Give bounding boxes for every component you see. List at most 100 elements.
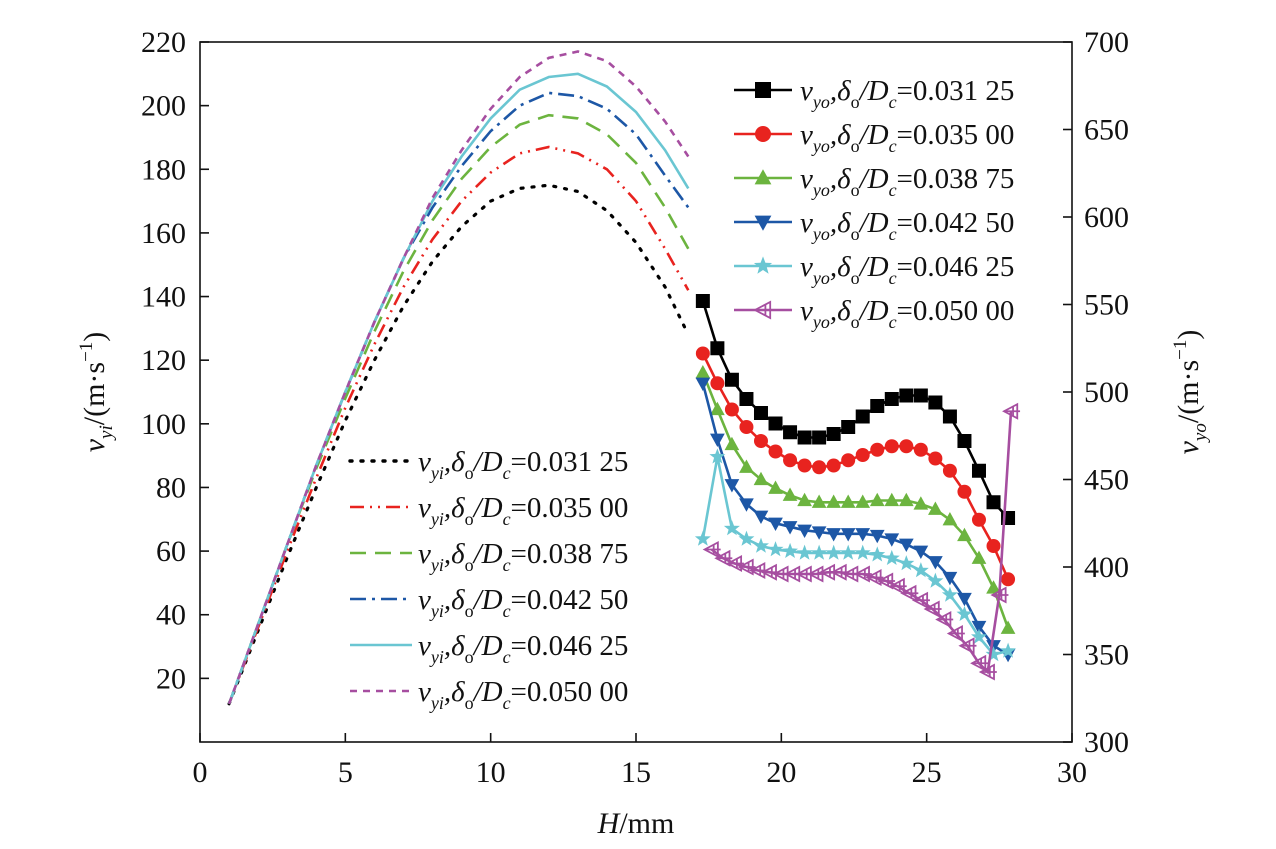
y-right-tick-label: 500 [1084,376,1129,409]
y-left-tick-label: 220 [141,26,186,59]
y-left-tick-label: 160 [141,217,186,250]
y-right-tick-label: 650 [1084,114,1129,147]
series-marker [971,620,987,635]
series-marker [888,577,907,595]
series-marker [942,463,957,478]
series-marker [782,487,798,501]
series-marker [1000,620,1016,634]
series-marker [783,425,798,440]
series-marker [957,592,972,607]
series-marker [797,492,812,507]
series-marker [783,453,798,468]
series-marker [971,550,987,564]
series-marker [768,416,783,431]
series-marker [739,392,754,406]
series-marker [768,480,783,494]
series-marker [811,526,827,540]
series-marker [865,569,884,586]
y-axis-right-label: vyo/(m·s−1) [1170,330,1211,455]
series-marker [782,542,798,558]
series-marker [797,458,812,473]
series-marker [768,444,783,459]
x-tick-label: 10 [476,756,506,789]
series-marker [870,399,885,413]
series-marker [724,402,739,417]
series-marker [826,458,841,473]
series-marker [710,341,725,356]
series-marker [841,453,856,468]
x-tick-label: 0 [193,756,208,789]
series-marker [941,586,958,602]
series-marker [738,530,755,546]
series-marker [942,409,957,424]
series-marker [869,529,885,544]
series-marker [753,510,769,524]
y-left-tick-label: 180 [141,153,186,186]
series-marker [714,549,733,567]
legend-label: vyo,δo/Dc=0.035 00 [800,119,1014,156]
x-tick-label: 30 [1057,756,1087,789]
series-marker [739,420,754,434]
legend-label: vyi,δo/Dc=0.046 25 [418,630,628,667]
series-marker [928,501,943,515]
series-marker [840,528,856,542]
legend-label: vyi,δo/Dc=0.031 25 [418,446,628,483]
series-marker [768,517,783,531]
series-marker [840,494,856,508]
series-marker [912,562,929,578]
series-marker [900,584,919,602]
inner-series-line [227,113,690,705]
series-marker [753,300,774,320]
y-left-tick-label: 120 [141,344,186,377]
series-marker [796,544,813,560]
axis-ticks [199,41,1073,743]
y-left-tick-label: 40 [156,599,186,632]
series-marker [935,611,954,628]
series-marker [883,549,900,565]
series-marker [753,537,769,553]
series-marker [754,215,772,231]
x-tick-label: 15 [621,756,651,789]
legend-outer-velocity: vyo,δo/Dc=0.031 25 vyo,δo/Dc=0.035 00 vyo,… [734,75,1014,332]
series-marker [946,625,965,642]
series-marker [753,434,768,448]
legend-label: vyi,δo/Dc=0.050 00 [418,676,628,713]
series-marker [869,546,886,562]
series-marker [1001,572,1016,587]
y-right-tick-label: 700 [1084,26,1129,59]
series-marker [898,538,914,552]
series-marker [724,436,740,451]
outer-series-line [701,352,1010,580]
series-marker [841,420,856,434]
series-marker [913,442,928,457]
series-marker [855,528,871,542]
series-marker [702,541,721,558]
series-marker [754,169,772,185]
legend-label: vyo,δo/Dc=0.042 50 [800,207,1014,244]
series-marker [826,427,841,441]
series-marker [753,406,768,420]
series-marker [855,448,870,462]
series-marker [855,494,871,508]
y-left-tick-label: 140 [141,281,186,314]
inner-series-line [227,50,690,705]
series-marker [826,494,842,508]
series-marker [767,541,784,557]
series-marker [958,637,977,655]
outer-series-line [701,300,1010,519]
outer-series-line [701,382,1009,656]
outer-series-line [701,372,1010,629]
series-marker [755,82,771,98]
series-marker [986,539,1001,553]
series-marker [913,496,929,510]
y-right-tick-label: 300 [1084,726,1129,759]
outer-series-line [701,456,1009,656]
series-marker [854,544,871,560]
series-marker [928,395,943,410]
series-marker [812,430,827,445]
series-marker [956,605,973,621]
series-marker [1000,642,1016,658]
series-marker [899,388,914,403]
legend-label: vyi,δo/Dc=0.042 50 [418,584,628,621]
